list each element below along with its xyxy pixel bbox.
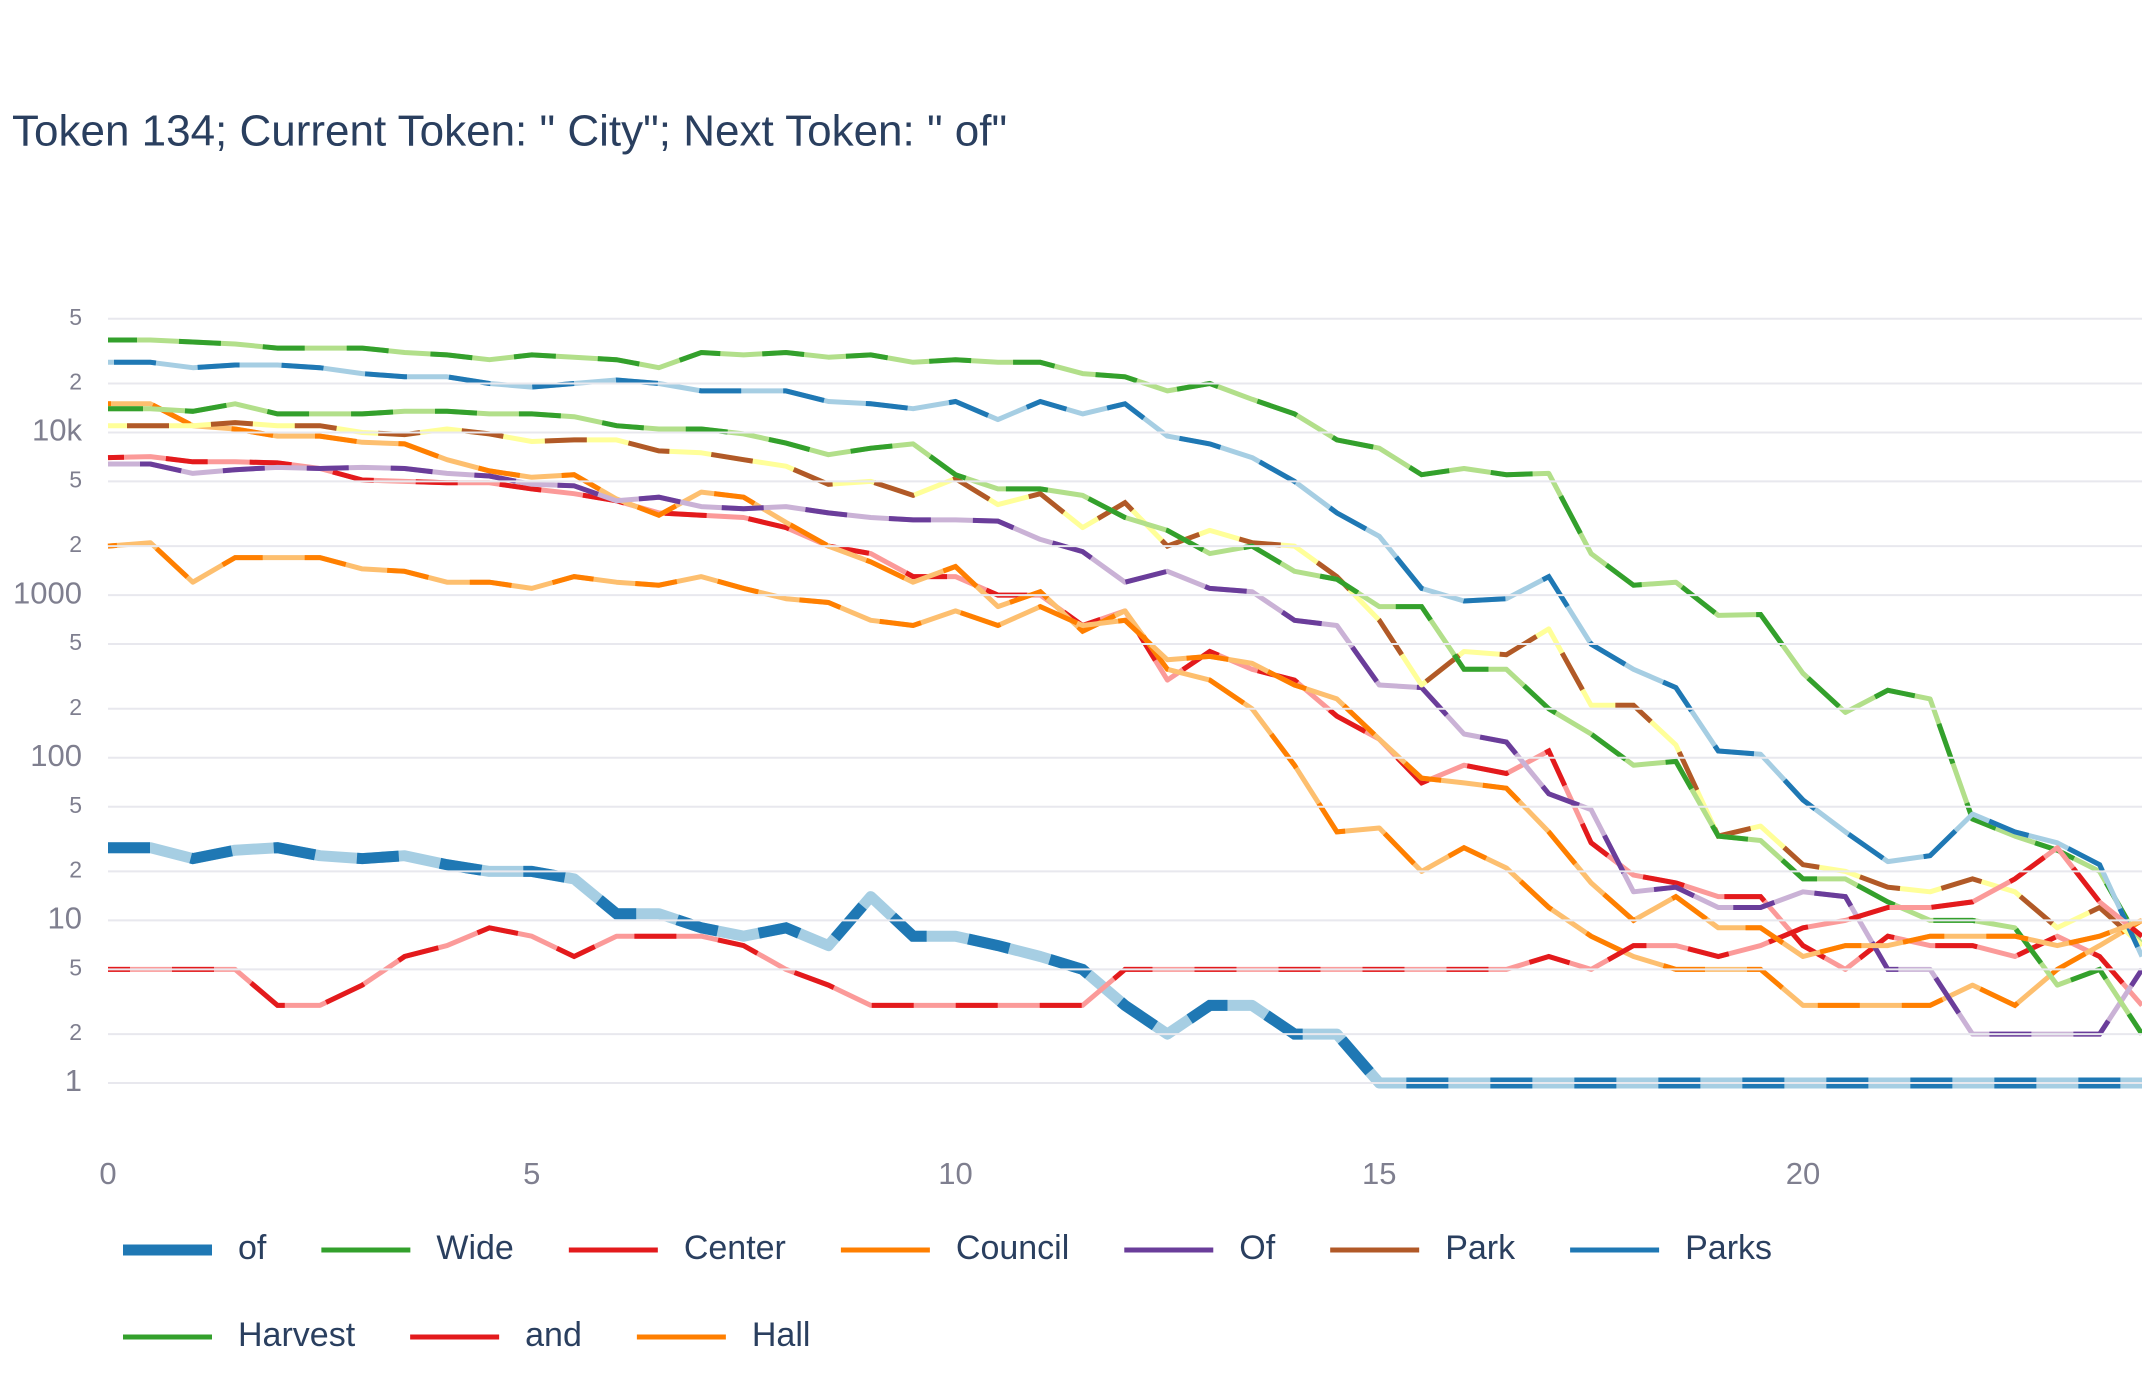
y-tick-label: 2 — [69, 857, 82, 883]
legend-label: and — [525, 1316, 582, 1354]
x-tick-label: 5 — [523, 1156, 540, 1191]
legend-item: of — [123, 1229, 267, 1267]
legend-item: Council — [840, 1229, 1069, 1267]
legend-item: Harvest — [123, 1316, 356, 1354]
series-line-dash — [108, 420, 2142, 948]
legend-label: Harvest — [238, 1316, 356, 1354]
plot-area — [107, 337, 2142, 1089]
legend-item: Hall — [636, 1316, 811, 1354]
series-line-dash — [107, 540, 2142, 960]
legend-label: Parks — [1685, 1229, 1772, 1267]
x-tick-label: 10 — [938, 1156, 972, 1191]
legend-label: Center — [684, 1229, 786, 1267]
y-tick-label: 2 — [69, 369, 82, 395]
series-line — [108, 401, 2142, 1008]
legend-item: Center — [568, 1229, 786, 1267]
series-line-dash — [108, 359, 2142, 958]
series-line — [108, 359, 2142, 958]
y-tick-label: 5 — [69, 304, 82, 330]
legend-item: Wide — [321, 1229, 514, 1267]
y-tick-label: 1000 — [13, 575, 82, 610]
y-tick-label: 1 — [65, 1063, 82, 1098]
y-tick-label: 2 — [69, 694, 82, 720]
y-tick-label: 5 — [69, 629, 82, 655]
y-tick-label: 5 — [69, 954, 82, 980]
series-line-dash — [108, 337, 2142, 947]
legend-item: Parks — [1570, 1229, 1772, 1267]
y-tick-label: 5 — [69, 466, 82, 492]
legend-label: of — [238, 1229, 267, 1267]
y-tick-label: 10k — [32, 413, 82, 448]
y-tick-label: 100 — [30, 738, 82, 773]
legend-label: Park — [1445, 1229, 1516, 1267]
x-tick-label: 15 — [1362, 1156, 1396, 1191]
series-line — [108, 401, 2142, 1036]
legend-label: Council — [956, 1229, 1069, 1267]
y-tick-label: 2 — [69, 1019, 82, 1045]
chart-title: Token 134; Current Token: " City"; Next … — [12, 107, 1007, 156]
series-line-dash — [107, 454, 2142, 1008]
legend-item: Park — [1330, 1229, 1516, 1267]
x-tick-label: 0 — [99, 1156, 116, 1191]
legend-item: Of — [1124, 1229, 1276, 1267]
legend-label: Hall — [752, 1316, 811, 1354]
x-tick-label: 20 — [1786, 1156, 1820, 1191]
y-tick-label: 10 — [48, 901, 82, 936]
legend-label: Wide — [436, 1229, 513, 1267]
series-line-dash — [108, 401, 2142, 1036]
legend-item: and — [410, 1316, 582, 1354]
y-tick-label: 2 — [69, 531, 82, 557]
series-line — [108, 461, 2142, 1037]
legend-label: Of — [1239, 1229, 1275, 1267]
y-tick-label: 5 — [69, 792, 82, 818]
series-line-dash — [108, 842, 2142, 1089]
